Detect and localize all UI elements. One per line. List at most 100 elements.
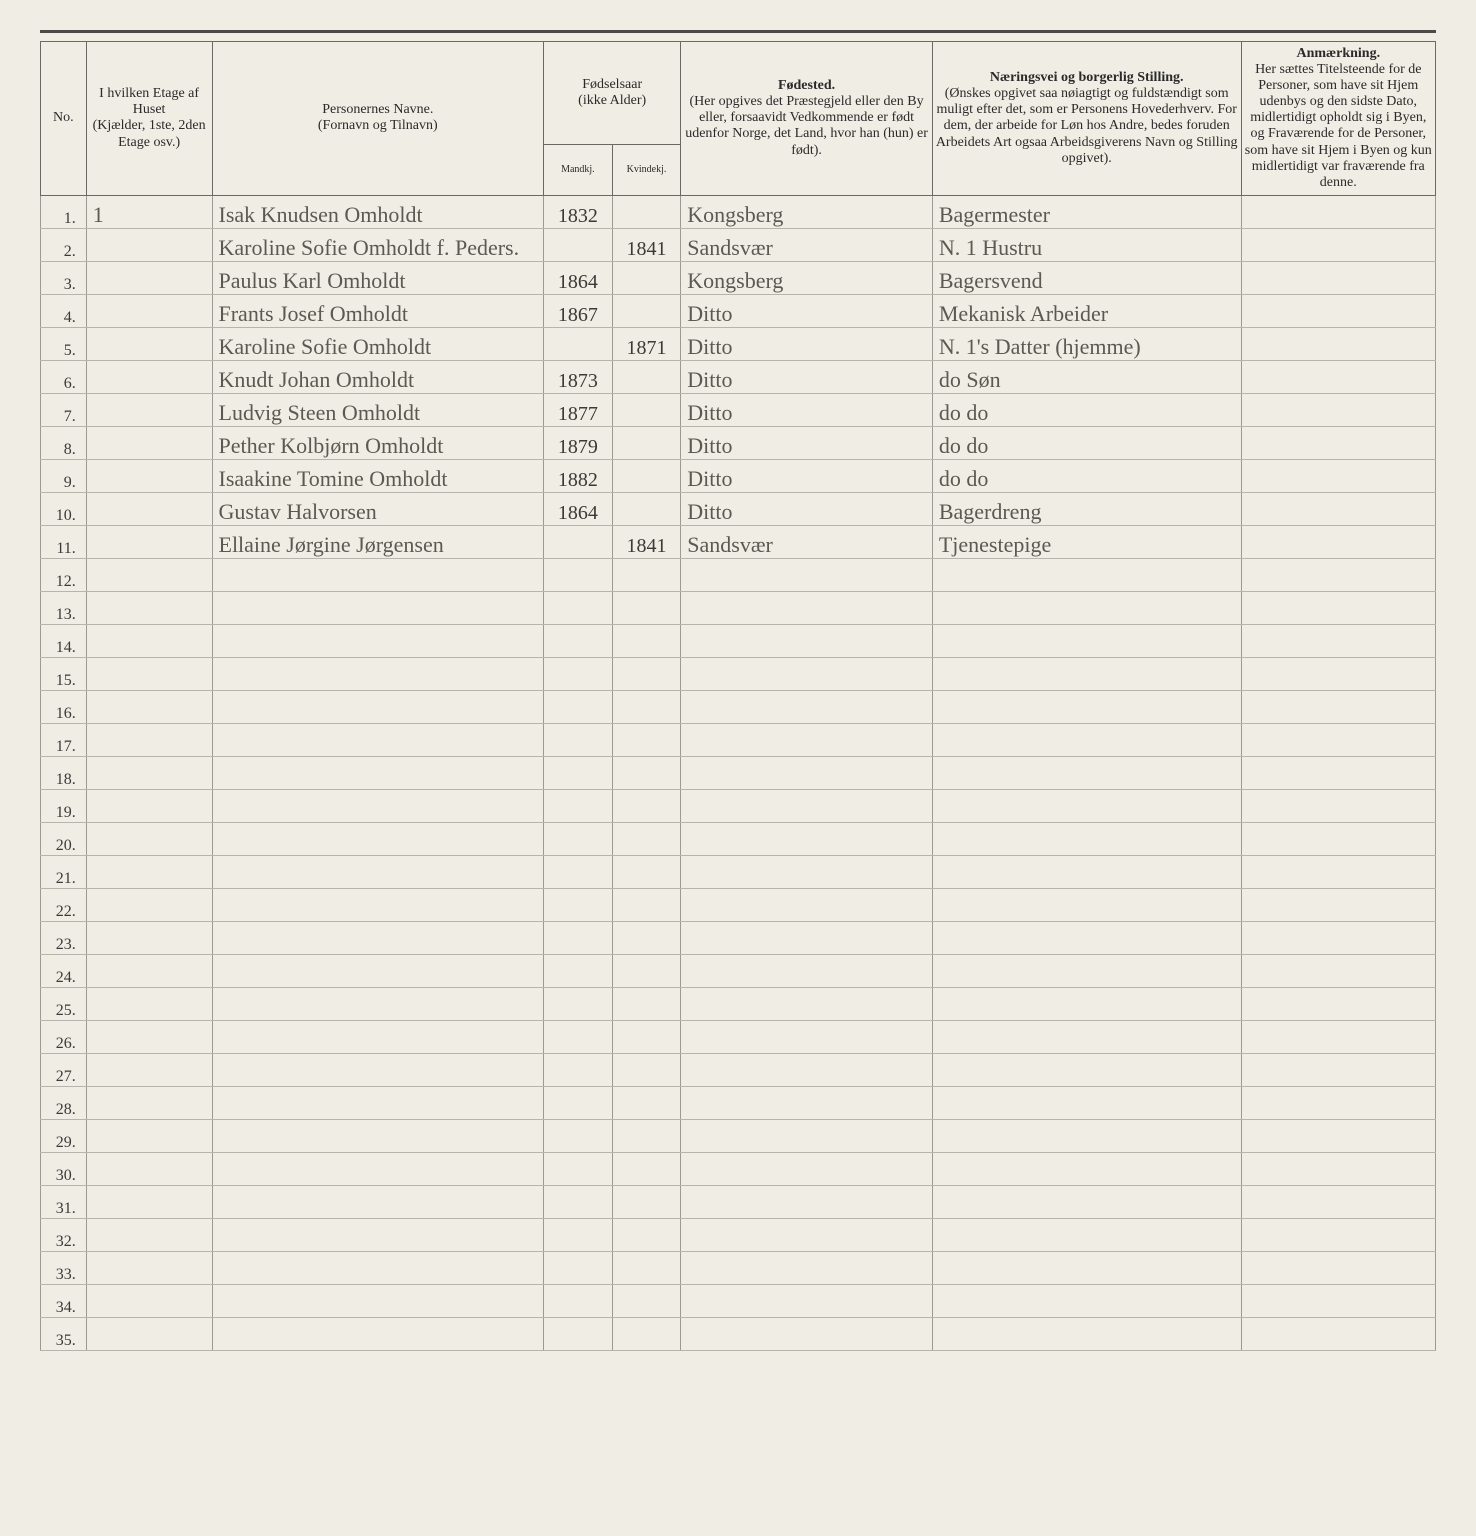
- cell-year-male: [544, 1119, 613, 1152]
- cell-remarks: [1241, 1284, 1435, 1317]
- cell-no: 29.: [41, 1119, 87, 1152]
- cell-occupation: do do: [932, 393, 1241, 426]
- cell-occupation: [932, 1185, 1241, 1218]
- cell-no: 15.: [41, 657, 87, 690]
- cell-name: [212, 1119, 544, 1152]
- cell-etage: [86, 492, 212, 525]
- cell-year-female: [612, 1251, 681, 1284]
- cell-year-female: [612, 1053, 681, 1086]
- cell-remarks: [1241, 987, 1435, 1020]
- cell-remarks: [1241, 855, 1435, 888]
- cell-year-male: 1877: [544, 393, 613, 426]
- cell-etage: [86, 789, 212, 822]
- cell-name: Paulus Karl Omholdt: [212, 261, 544, 294]
- cell-name: [212, 921, 544, 954]
- cell-no: 21.: [41, 855, 87, 888]
- cell-remarks: [1241, 261, 1435, 294]
- cell-year-female: [612, 789, 681, 822]
- cell-name: [212, 1053, 544, 1086]
- cell-year-male: [544, 657, 613, 690]
- cell-name: Ludvig Steen Omholdt: [212, 393, 544, 426]
- cell-birthplace: [681, 1152, 933, 1185]
- cell-name: [212, 1317, 544, 1350]
- cell-occupation: [932, 723, 1241, 756]
- cell-no: 6.: [41, 360, 87, 393]
- header-name: Personernes Navne. (Fornavn og Tilnavn): [212, 42, 544, 196]
- cell-remarks: [1241, 888, 1435, 921]
- cell-etage: [86, 1086, 212, 1119]
- cell-remarks: [1241, 1053, 1435, 1086]
- cell-remarks: [1241, 525, 1435, 558]
- cell-occupation: do do: [932, 426, 1241, 459]
- table-row: 4.Frants Josef Omholdt1867DittoMekanisk …: [41, 294, 1436, 327]
- cell-remarks: [1241, 294, 1435, 327]
- cell-year-female: [612, 591, 681, 624]
- cell-occupation: [932, 624, 1241, 657]
- table-row: 11.Ellaine Jørgine Jørgensen1841Sandsvær…: [41, 525, 1436, 558]
- cell-name: Frants Josef Omholdt: [212, 294, 544, 327]
- cell-year-male: [544, 723, 613, 756]
- table-row: 16.: [41, 690, 1436, 723]
- cell-birthplace: [681, 789, 933, 822]
- cell-name: Isaakine Tomine Omholdt: [212, 459, 544, 492]
- header-birthplace-sub: (Her opgives det Præstegjeld eller den B…: [685, 94, 928, 157]
- cell-year-male: [544, 228, 613, 261]
- table-row: 18.: [41, 756, 1436, 789]
- cell-year-female: [612, 822, 681, 855]
- cell-birthplace: Ditto: [681, 327, 933, 360]
- cell-occupation: [932, 1152, 1241, 1185]
- cell-occupation: [932, 756, 1241, 789]
- cell-birthplace: Sandsvær: [681, 228, 933, 261]
- cell-occupation: [932, 1218, 1241, 1251]
- cell-no: 17.: [41, 723, 87, 756]
- table-row: 14.: [41, 624, 1436, 657]
- cell-remarks: [1241, 1119, 1435, 1152]
- cell-name: [212, 1086, 544, 1119]
- cell-etage: [86, 327, 212, 360]
- header-birthplace-text: Fødested.: [778, 78, 835, 93]
- cell-year-male: [544, 1053, 613, 1086]
- cell-remarks: [1241, 327, 1435, 360]
- cell-year-female: 1841: [612, 525, 681, 558]
- table-row: 2.Karoline Sofie Omholdt f. Peders.1841S…: [41, 228, 1436, 261]
- cell-no: 35.: [41, 1317, 87, 1350]
- cell-birthplace: [681, 591, 933, 624]
- cell-remarks: [1241, 921, 1435, 954]
- table-row: 5.Karoline Sofie Omholdt1871DittoN. 1's …: [41, 327, 1436, 360]
- cell-etage: [86, 1119, 212, 1152]
- header-occupation-text: Næringsvei og borgerlig Stilling.: [990, 70, 1184, 85]
- cell-etage: [86, 294, 212, 327]
- cell-birthplace: Ditto: [681, 360, 933, 393]
- cell-birthplace: Ditto: [681, 459, 933, 492]
- cell-no: 28.: [41, 1086, 87, 1119]
- cell-remarks: [1241, 492, 1435, 525]
- census-page: No. I hvilken Etage af Huset (Kjælder, 1…: [0, 0, 1476, 1536]
- cell-no: 33.: [41, 1251, 87, 1284]
- table-row: 30.: [41, 1152, 1436, 1185]
- cell-name: [212, 789, 544, 822]
- cell-birthplace: [681, 558, 933, 591]
- cell-year-female: [612, 855, 681, 888]
- header-occupation: Næringsvei og borgerlig Stilling. (Ønske…: [932, 42, 1241, 196]
- cell-year-female: [612, 1218, 681, 1251]
- cell-occupation: [932, 1020, 1241, 1053]
- cell-etage: [86, 360, 212, 393]
- cell-remarks: [1241, 690, 1435, 723]
- table-row: 19.: [41, 789, 1436, 822]
- cell-year-male: [544, 921, 613, 954]
- cell-year-male: [544, 954, 613, 987]
- cell-name: Gustav Halvorsen: [212, 492, 544, 525]
- cell-year-male: [544, 855, 613, 888]
- table-row: 10.Gustav Halvorsen1864DittoBagerdreng: [41, 492, 1436, 525]
- cell-year-female: [612, 756, 681, 789]
- cell-year-male: 1832: [544, 195, 613, 228]
- cell-year-female: [612, 1152, 681, 1185]
- header-year-sub: (ikke Alder): [578, 93, 646, 108]
- cell-year-male: [544, 1317, 613, 1350]
- cell-name: Pether Kolbjørn Omholdt: [212, 426, 544, 459]
- cell-occupation: [932, 888, 1241, 921]
- cell-occupation: [932, 954, 1241, 987]
- cell-occupation: [932, 1119, 1241, 1152]
- cell-year-male: [544, 1020, 613, 1053]
- cell-occupation: Tjenestepige: [932, 525, 1241, 558]
